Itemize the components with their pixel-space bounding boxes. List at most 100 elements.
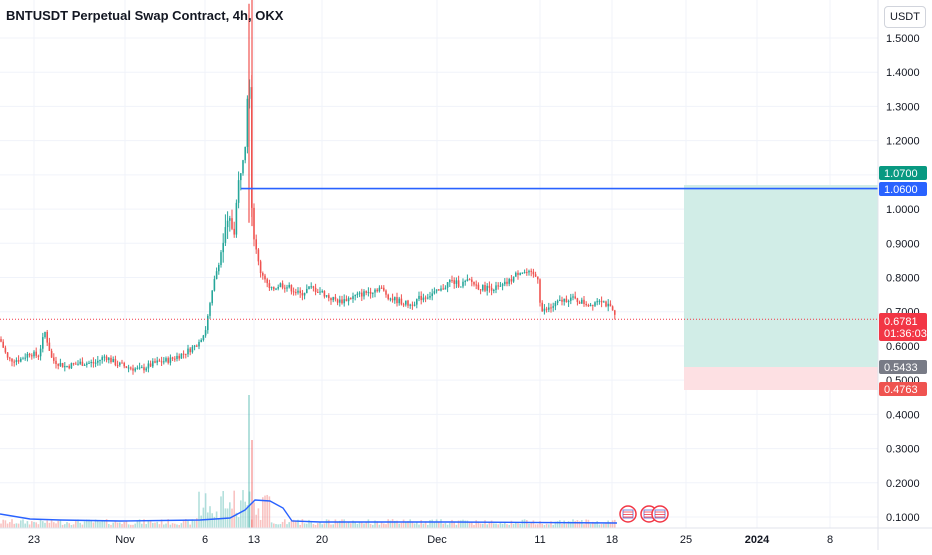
us-flag-icon[interactable] <box>619 505 637 523</box>
candle-body <box>53 357 55 361</box>
candle-body <box>189 348 191 353</box>
volume-bar <box>259 519 262 528</box>
candle-body <box>240 173 242 181</box>
candle-body <box>556 300 559 303</box>
stop-price-badge: 0.4763 <box>879 382 927 396</box>
volume-bar <box>596 521 598 528</box>
candle-body <box>455 280 458 284</box>
volume-bar <box>482 523 484 528</box>
volume-bar <box>299 524 301 528</box>
volume-bar <box>614 519 616 528</box>
volume-bar <box>561 523 563 528</box>
candle-body <box>257 249 260 262</box>
volume-bar <box>334 519 337 528</box>
volume-bar <box>552 524 554 528</box>
volume-bar <box>70 524 73 528</box>
volume-bar <box>306 523 308 528</box>
candle-body <box>570 297 572 301</box>
volume-bar <box>330 524 332 528</box>
volume-bar <box>405 521 407 528</box>
candle-body <box>541 302 543 312</box>
candle-body <box>510 279 513 282</box>
volume-bar <box>145 524 147 528</box>
candle-body <box>400 298 403 305</box>
candle-body <box>224 227 227 243</box>
volume-bar <box>121 524 123 528</box>
volume-bar <box>420 520 422 528</box>
candle-body <box>61 363 64 368</box>
volume-bar <box>209 506 211 528</box>
candle-body <box>427 297 429 299</box>
volume-bar <box>574 521 576 528</box>
candle-body <box>277 286 279 289</box>
volume-bar <box>473 524 475 528</box>
candle-body <box>446 282 449 288</box>
volume-spike <box>248 395 250 528</box>
us-flag-icon[interactable] <box>651 505 669 523</box>
candle-body <box>182 353 185 355</box>
y-tick-label: 0.9000 <box>886 238 920 250</box>
volume-bar <box>88 519 90 528</box>
volume-bar <box>125 520 128 528</box>
volume-bar <box>605 523 607 528</box>
volume-bar <box>273 523 275 528</box>
volume-bar <box>277 524 279 528</box>
volume-bar <box>517 523 519 528</box>
volume-bar <box>33 522 35 528</box>
candle-body <box>596 301 598 303</box>
volume-bar <box>218 519 220 528</box>
volume-bar <box>301 519 304 528</box>
candle-body <box>391 298 394 301</box>
volume-bar <box>202 507 205 528</box>
volume-bar <box>0 523 2 528</box>
x-tick-label: Nov <box>115 534 135 546</box>
volume-bar <box>594 522 596 528</box>
candle-body <box>332 297 334 301</box>
candle-body <box>101 357 103 360</box>
volume-bar <box>79 522 81 528</box>
volume-bar <box>409 519 411 528</box>
volume-bar <box>156 521 158 528</box>
candle-body <box>552 306 554 308</box>
candle-body <box>193 345 196 347</box>
candle-body <box>372 292 374 294</box>
candle-body <box>334 297 337 300</box>
candle-body <box>270 287 273 289</box>
volume-bar <box>257 508 260 528</box>
volume-bar <box>114 520 117 528</box>
volume-bar <box>479 523 482 528</box>
candle-body <box>607 303 609 307</box>
y-tick-label: 1.3000 <box>886 101 920 113</box>
candle-body <box>132 368 134 371</box>
price-unit-button[interactable]: USDT <box>884 6 926 28</box>
position-zones <box>684 185 878 390</box>
candle-body <box>484 285 486 291</box>
candle-body <box>28 353 31 356</box>
candle-body <box>167 358 169 363</box>
volume-bar <box>438 521 440 528</box>
candle-body <box>356 293 359 296</box>
candle-body <box>592 304 594 306</box>
volume-bar <box>211 513 213 528</box>
volume-bar <box>163 524 165 528</box>
candle-body <box>81 361 84 366</box>
candle-body <box>435 289 438 292</box>
candle-body <box>407 300 409 306</box>
candle-body <box>548 307 550 310</box>
candle-body <box>475 284 477 286</box>
candle-body <box>92 362 95 364</box>
x-tick-label: 11 <box>534 534 545 546</box>
volume-bar <box>15 523 18 528</box>
candle-body <box>543 308 546 312</box>
volume-bar <box>229 502 231 528</box>
volume-bar <box>391 519 394 528</box>
y-tick-label: 0.4000 <box>886 409 920 421</box>
volume-bar <box>365 522 367 528</box>
volume-bar <box>61 524 64 528</box>
candle-body <box>532 271 535 275</box>
volume-bar <box>563 520 565 528</box>
volume-bar <box>77 519 79 528</box>
volume-bar <box>297 519 299 528</box>
